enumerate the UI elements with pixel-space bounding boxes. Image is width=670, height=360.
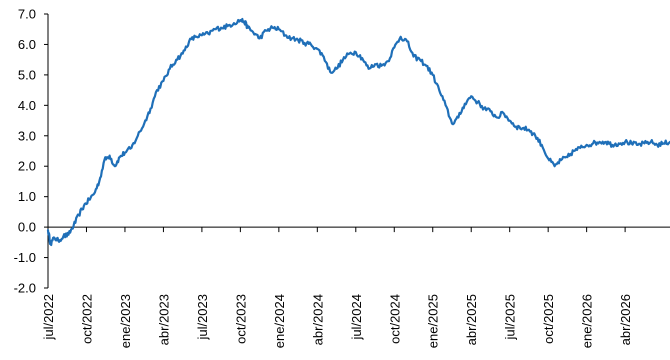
y-tick-label: 0.0 xyxy=(18,220,36,235)
y-tick-label: 3.0 xyxy=(18,128,36,143)
x-tick-label: ene/2024 xyxy=(272,294,287,348)
x-tick-label: jul/2023 xyxy=(195,294,210,341)
x-tick-label: oct/2023 xyxy=(233,294,248,344)
y-tick-label: 1.0 xyxy=(18,189,36,204)
y-tick-label: 7.0 xyxy=(18,7,36,22)
y-axis: 7.0 6.0 5.0 4.0 3.0 2.0 1.0 0.0 -1.0 -2.0 xyxy=(14,7,49,296)
x-tick-label: abr/2025 xyxy=(464,294,479,345)
y-tick-label: 2.0 xyxy=(18,159,36,174)
y-tick-label: 5.0 xyxy=(18,67,36,82)
x-tick-label: abr/2024 xyxy=(310,294,325,345)
x-tick-label: ene/2026 xyxy=(580,294,595,348)
y-tick-label: -2.0 xyxy=(14,281,36,296)
x-tick-label: abr/2023 xyxy=(156,294,171,345)
x-tick-label: ene/2023 xyxy=(118,294,133,348)
x-tick-label: oct/2024 xyxy=(387,294,402,344)
y-tick-label: -1.0 xyxy=(14,250,36,265)
x-tick-label: oct/2025 xyxy=(541,294,556,344)
x-tick-label: abr/2026 xyxy=(618,294,633,345)
x-tick-label: oct/2022 xyxy=(79,294,94,344)
x-axis: jul/2022 oct/2022 ene/2023 abr/2023 jul/2023… xyxy=(41,226,670,348)
x-tick-label: jul/2024 xyxy=(349,294,364,341)
series-layer xyxy=(46,17,670,247)
series-line xyxy=(46,17,670,247)
x-tick-label: jul/2025 xyxy=(503,294,518,341)
x-tick-label: jul/2022 xyxy=(41,294,56,341)
x-tick-label: ene/2025 xyxy=(426,294,441,348)
y-tick-label: 4.0 xyxy=(18,98,36,113)
y-tick-label: 6.0 xyxy=(18,37,36,52)
